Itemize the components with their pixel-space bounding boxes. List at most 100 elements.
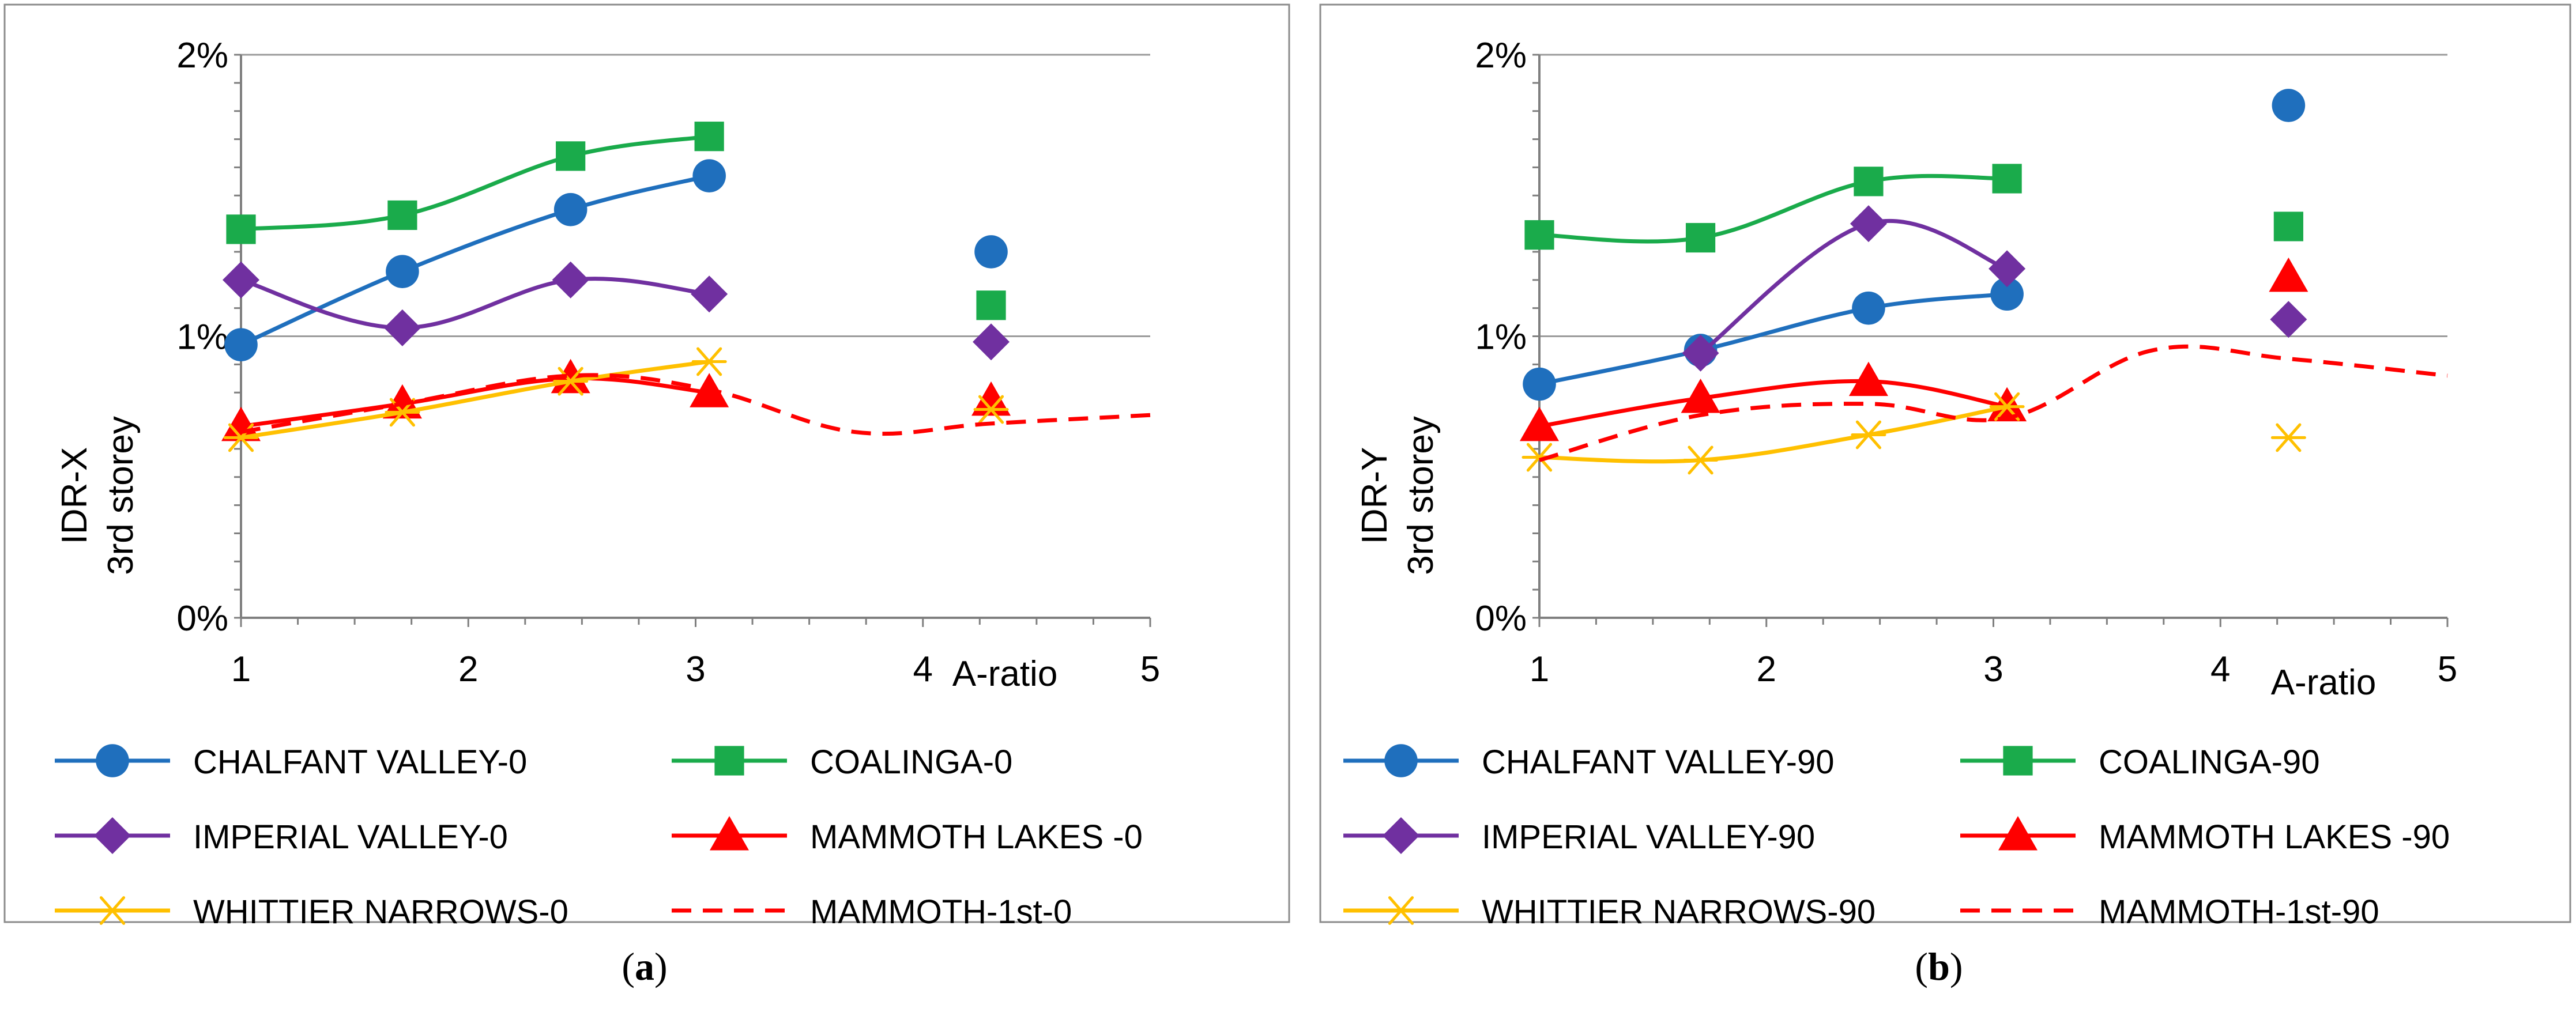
data-point	[223, 261, 259, 299]
series-line	[1537, 379, 2009, 429]
series-line	[239, 359, 711, 440]
data-point	[1851, 420, 1886, 450]
data-point	[1990, 277, 2024, 311]
series-line	[1539, 344, 2448, 462]
chart-panel-b: 0% 1% 2% 1 2 3 4 5 A-ratio IDR-Y 3rd storey CHALFAN…	[1319, 3, 2571, 988]
series-line	[239, 277, 711, 330]
y-tick-label: 0%	[176, 599, 228, 639]
x-tick-label: 2	[1757, 649, 1776, 689]
data-point	[553, 192, 587, 226]
data-point	[1854, 167, 1884, 197]
data-point	[1850, 205, 1887, 243]
chart-frame	[1319, 3, 2571, 923]
data-point	[552, 261, 589, 299]
legend-marker	[94, 817, 131, 854]
x-axis-label: A-ratio	[2271, 663, 2377, 702]
legend-label: CHALFANT VALLEY-90	[1482, 743, 1834, 781]
legend-item: CHALFANT VALLEY-90	[1343, 743, 1834, 781]
legend-item: MAMMOTH LAKES -0	[672, 816, 1143, 856]
legend-item: COALINGA-90	[1960, 743, 2320, 781]
data-point	[226, 214, 256, 244]
data-point	[971, 381, 1011, 416]
series-whittier-narrows-90	[1522, 392, 2306, 475]
data-point	[2272, 89, 2306, 122]
x-tick-label: 1	[231, 649, 251, 689]
legend-label: IMPERIAL VALLEY-90	[1482, 818, 1815, 856]
data-point	[691, 347, 727, 376]
legend-label: IMPERIAL VALLEY-0	[193, 818, 508, 856]
legend-label: MAMMOTH LAKES -0	[810, 818, 1143, 856]
data-point	[2269, 257, 2308, 292]
legend: CHALFANT VALLEY-0 COALINGA-0 IMPERIAL VALL…	[55, 743, 1143, 931]
x-tick-label: 1	[1530, 649, 1549, 689]
legend-marker	[710, 816, 749, 851]
y-axis-label-line1: IDR-Y	[1355, 447, 1395, 545]
data-point	[553, 367, 589, 396]
legend-item: WHITTIER NARROWS-90	[1343, 893, 1875, 931]
legend-marker	[96, 744, 129, 777]
data-point	[1681, 378, 1720, 413]
chart-panel-a: 0% 1% 2% 1 2 3 4 5 A-ratio IDR-X 3rd storey CHALFAN…	[3, 3, 1290, 988]
data-point	[1683, 445, 1719, 475]
x-tick-label: 3	[686, 649, 705, 689]
legend-label: CHALFANT VALLEY-0	[193, 743, 527, 781]
data-point	[1524, 220, 1554, 250]
data-point	[1989, 250, 2026, 288]
data-point	[2273, 211, 2303, 241]
data-point	[2270, 301, 2307, 338]
data-point	[976, 290, 1006, 320]
x-axis-label: A-ratio	[952, 654, 1058, 694]
caption-letter: b	[1928, 945, 1950, 988]
data-point	[386, 255, 419, 288]
data-point	[1520, 406, 1559, 441]
legend-label: MAMMOTH-1st-90	[2099, 893, 2379, 931]
y-tick-label: 1%	[176, 318, 228, 357]
legend-marker	[714, 746, 744, 776]
data-point	[1523, 367, 1556, 401]
series-mammoth-1st-90	[1539, 344, 2448, 462]
legend-marker	[2003, 746, 2033, 776]
data-point	[1685, 222, 1716, 253]
series-mammoth-lakes-0	[221, 358, 1011, 441]
y-tick-label: 1%	[1475, 318, 1527, 357]
x-tick-label: 5	[2438, 649, 2457, 689]
series-line	[239, 134, 711, 232]
legend-item: WHITTIER NARROWS-0	[55, 893, 568, 931]
y-axis-label-line2: 3rd storey	[1401, 416, 1441, 575]
series-line	[239, 376, 711, 429]
x-tick-label: 4	[913, 649, 933, 689]
legend-marker	[1998, 816, 2038, 851]
panel-caption: (b)	[1915, 945, 1963, 988]
y-axis-label-line1: IDR-X	[55, 447, 95, 545]
x-tick-label: 2	[458, 649, 478, 689]
y-axis-label-line2: 3rd storey	[101, 416, 141, 575]
data-point	[387, 200, 417, 231]
legend-label: COALINGA-90	[2099, 743, 2320, 781]
data-point	[1682, 334, 1719, 372]
legend: CHALFANT VALLEY-90 COALINGA-90 IMPERIAL VA…	[1343, 743, 2450, 931]
x-tick-label: 4	[2210, 649, 2230, 689]
series-imperial-valley-90	[1682, 205, 2307, 372]
legend-marker	[1383, 817, 1419, 854]
caption-letter: a	[635, 945, 654, 988]
series-mammoth-1st-0	[240, 373, 1151, 436]
data-point	[1987, 387, 2027, 422]
panel-caption: (a)	[622, 945, 667, 988]
data-point	[691, 275, 728, 313]
legend-label: WHITTIER NARROWS-0	[193, 893, 568, 931]
legend-item: IMPERIAL VALLEY-90	[1343, 817, 1815, 856]
series-line	[240, 373, 1151, 436]
data-point	[692, 159, 726, 192]
legend-label: WHITTIER NARROWS-90	[1482, 893, 1875, 931]
series-line	[239, 173, 711, 347]
y-tick-label: 0%	[1475, 599, 1527, 639]
data-point	[973, 395, 1009, 424]
series-line	[1698, 218, 2009, 356]
series-chalfant-valley-90	[1523, 89, 2306, 401]
data-point	[383, 309, 421, 346]
legend-label: MAMMOTH LAKES -90	[2099, 818, 2450, 856]
series-line	[1537, 292, 2009, 387]
data-point	[974, 235, 1008, 269]
y-tick-label: 2%	[1475, 36, 1527, 75]
